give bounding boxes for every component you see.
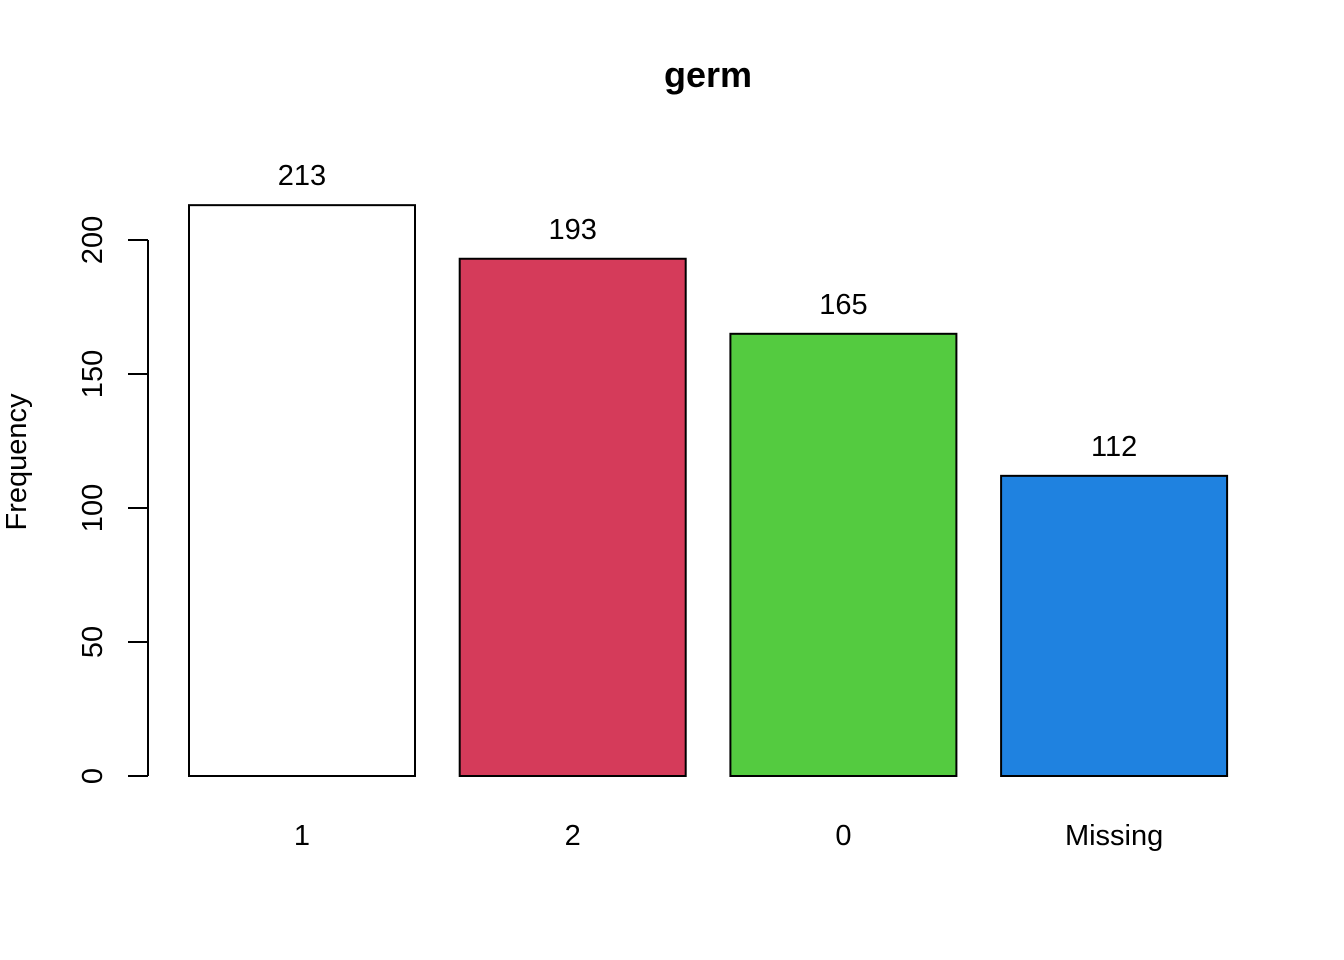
x-tick-label: Missing — [1065, 820, 1163, 852]
y-tick-label: 0 — [77, 768, 109, 784]
data-label: 165 — [819, 289, 867, 321]
data-label: 213 — [278, 160, 326, 192]
bar-2 — [458, 257, 687, 777]
data-label: 193 — [549, 214, 597, 246]
y-tick-label: 50 — [77, 626, 109, 658]
x-tick-label: 0 — [835, 820, 851, 852]
y-axis-label: Frequency — [1, 393, 33, 531]
bar-1 — [188, 204, 416, 778]
y-tick-label: 150 — [77, 350, 109, 398]
data-labels: 213 193 165 112 — [278, 160, 1137, 463]
chart-title: germ — [664, 54, 752, 95]
bars — [188, 204, 1229, 778]
category-labels: 1 2 0 Missing — [294, 820, 1163, 852]
x-tick-label: 2 — [565, 820, 581, 852]
bar-missing — [1000, 474, 1229, 777]
y-ticks: 0 50 100 150 200 — [77, 216, 148, 784]
y-tick-label: 200 — [77, 216, 109, 264]
data-label: 112 — [1091, 431, 1137, 463]
x-tick-label: 1 — [294, 820, 310, 852]
y-tick-label: 100 — [77, 484, 109, 532]
bar-0 — [729, 332, 958, 777]
